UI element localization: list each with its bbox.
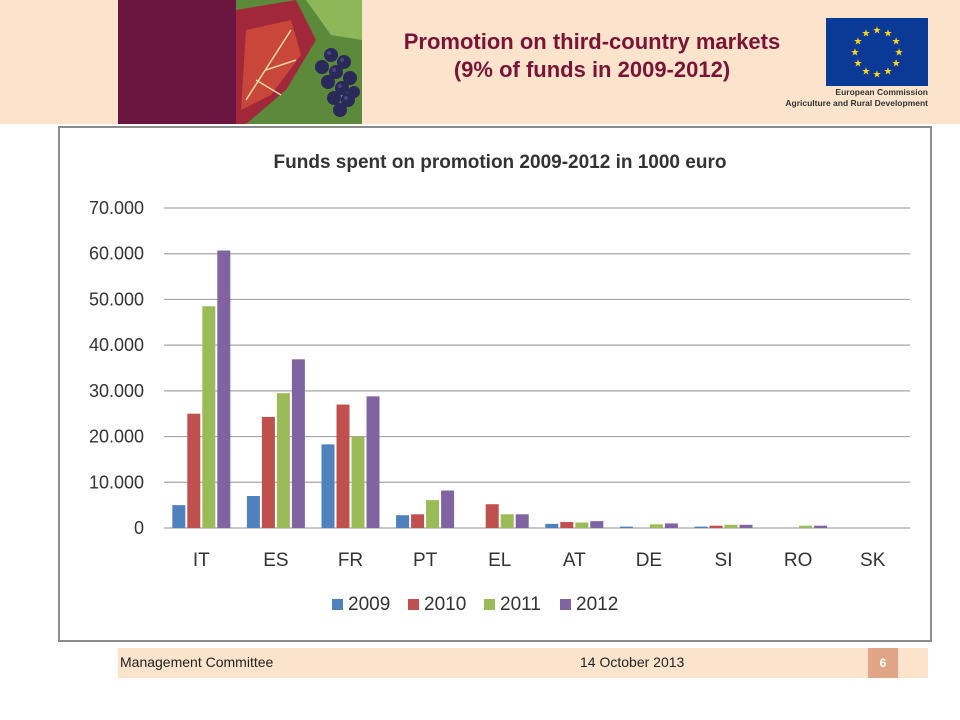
eu-star-icon: ★ (895, 48, 904, 59)
x-tick-label: SK (860, 550, 886, 571)
bar-EL-2011 (500, 514, 514, 528)
slide-title-line2: (9% of funds in 2009-2012) (453, 57, 731, 82)
bar-IT-2011 (202, 306, 216, 528)
chart-title: Funds spent on promotion 2009-2012 in 10… (274, 152, 727, 173)
bar-FR-2009 (321, 444, 335, 528)
legend-swatch (332, 599, 343, 610)
eu-star-icon: ★ (884, 28, 893, 39)
bar-DE-2009 (619, 526, 633, 528)
y-tick-label: 70.000 (89, 198, 144, 218)
bar-PT-2012 (441, 490, 455, 528)
bar-EL-2010 (485, 504, 499, 528)
ec-dg-name: Agriculture and Rural Development (785, 98, 928, 108)
bar-DE-2011 (649, 524, 663, 528)
footer-band (118, 648, 928, 678)
ec-logo-text: European Commission Agriculture and Rura… (760, 87, 928, 109)
y-tick-label: 0 (134, 518, 144, 538)
bar-AT-2009 (545, 523, 559, 528)
bar-SI-2012 (739, 524, 753, 528)
eu-star-icon: ★ (853, 59, 862, 70)
eu-star-icon: ★ (892, 37, 901, 48)
bar-EL-2012 (515, 514, 529, 528)
bar-ES-2010 (261, 416, 275, 528)
legend-label: 2009 (348, 594, 390, 615)
x-tick-label: EL (488, 550, 511, 571)
eu-flag-logo: ★ ★ ★ ★ ★ ★ ★ ★ ★ ★ ★ ★ (826, 18, 928, 86)
slide-title: Promotion on third-country markets (9% o… (362, 28, 822, 84)
legend-label: 2012 (576, 594, 618, 615)
eu-star-icon: ★ (873, 26, 882, 37)
page-number: 6 (868, 648, 898, 678)
eu-star-icon: ★ (892, 59, 901, 70)
bar-ES-2012 (291, 359, 305, 528)
chart-frame: Funds spent on promotion 2009-2012 in 10… (58, 126, 932, 642)
eu-star-icon: ★ (851, 48, 860, 59)
x-tick-label: PT (413, 550, 438, 571)
bar-RO-2012 (814, 525, 828, 528)
y-tick-label: 40.000 (89, 335, 144, 355)
x-tick-label: FR (338, 550, 363, 571)
grape-leaf-image (236, 0, 362, 124)
y-tick-label: 30.000 (89, 381, 144, 401)
legend-swatch (560, 599, 571, 610)
bar-RO-2011 (799, 525, 813, 528)
bar-IT-2009 (172, 505, 186, 528)
eu-star-icon: ★ (853, 37, 862, 48)
x-tick-label: ES (263, 550, 288, 571)
eu-star-icon: ★ (873, 70, 882, 81)
bar-AT-2010 (560, 522, 574, 528)
eu-star-icon: ★ (862, 28, 871, 39)
x-tick-label: RO (784, 550, 813, 571)
x-tick-label: DE (636, 550, 662, 571)
bar-ES-2009 (246, 496, 260, 528)
bar-FR-2010 (336, 404, 350, 528)
bar-FR-2012 (366, 396, 380, 528)
bar-AT-2011 (575, 522, 589, 528)
bar-FR-2011 (351, 436, 365, 528)
legend-label: 2010 (424, 594, 466, 615)
maroon-block (118, 0, 236, 124)
bar-PT-2010 (411, 514, 425, 528)
footer-date: 14 October 2013 (580, 654, 685, 670)
eu-star-icon: ★ (884, 67, 893, 78)
bar-IT-2012 (217, 250, 231, 528)
x-tick-label: SI (715, 550, 733, 571)
legend-swatch (408, 599, 419, 610)
eu-star-icon: ★ (862, 67, 871, 78)
bar-SI-2009 (694, 526, 708, 528)
bar-IT-2010 (187, 413, 201, 528)
slide-title-line1: Promotion on third-country markets (403, 29, 781, 54)
bar-SI-2011 (724, 524, 738, 528)
bar-SI-2010 (709, 525, 723, 528)
bar-ES-2011 (276, 393, 290, 528)
footer-meeting-name: Management Committee (120, 654, 274, 670)
legend-label: 2011 (500, 594, 541, 615)
y-tick-label: 10.000 (89, 472, 144, 492)
bar-AT-2012 (590, 521, 604, 528)
y-tick-label: 20.000 (89, 427, 144, 447)
y-tick-label: 50.000 (89, 289, 144, 309)
bar-PT-2009 (396, 515, 410, 528)
bar-DE-2012 (664, 523, 678, 528)
x-tick-label: IT (193, 550, 210, 571)
y-tick-label: 60.000 (89, 244, 144, 264)
funds-bar-chart: Funds spent on promotion 2009-2012 in 10… (89, 152, 910, 615)
ec-name: European Commission (835, 87, 928, 97)
legend-swatch (484, 599, 495, 610)
bar-PT-2011 (426, 500, 440, 528)
x-tick-label: AT (563, 550, 586, 571)
